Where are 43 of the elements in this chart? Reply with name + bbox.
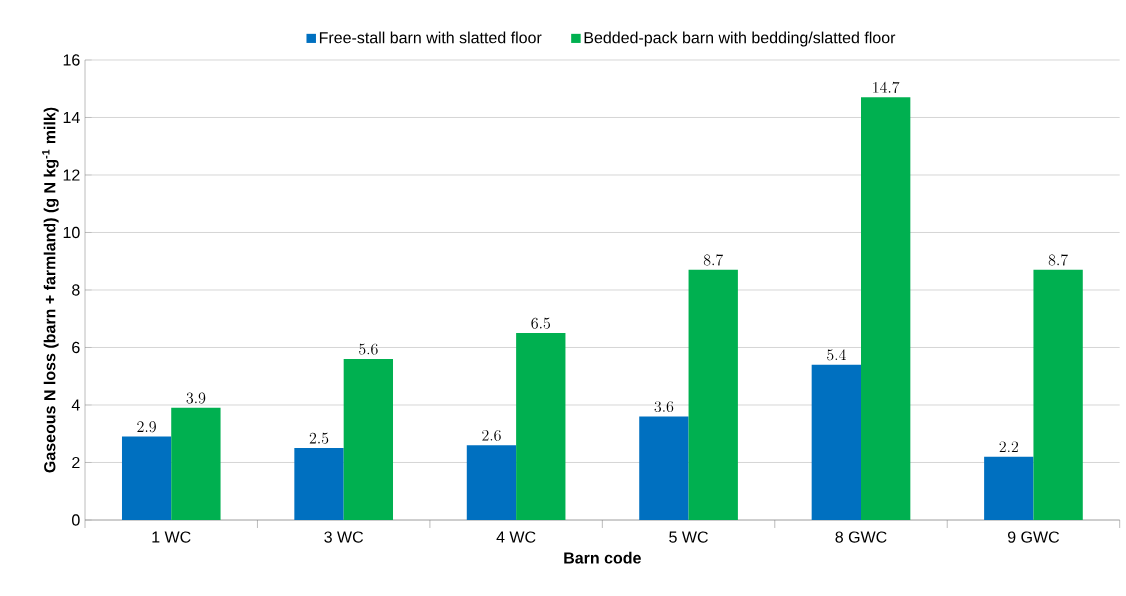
bar [861, 97, 911, 520]
data-label: 8.7 [1048, 254, 1068, 266]
bar [294, 448, 344, 520]
data-label: 5.4 [827, 349, 846, 361]
y-tick-label: 14 [63, 112, 80, 123]
legend-label: Free-stall barn with slatted floor [319, 31, 542, 44]
bar [639, 416, 689, 520]
bar [516, 333, 566, 520]
y-tick-label: 16 [63, 54, 80, 66]
x-tick-label: 9 GWC [1007, 531, 1060, 543]
data-label: 3.9 [186, 392, 206, 404]
bar [688, 269, 738, 520]
x-tick-label: 1 WC [152, 531, 191, 543]
y-tick-label: 2 [72, 456, 80, 469]
data-label: 2.6 [482, 429, 501, 441]
x-tick-label: 8 GWC [835, 531, 887, 543]
y-tick-label: 4 [71, 399, 80, 411]
y-tick-label: 8 [72, 284, 80, 296]
bar [1033, 269, 1083, 520]
bar [811, 364, 862, 520]
bar [466, 445, 517, 520]
y-tick-label: 0 [72, 514, 80, 526]
data-label: 3.6 [654, 401, 674, 413]
bar [121, 436, 172, 520]
data-label: 2.5 [309, 432, 329, 444]
data-label: 2.2 [999, 441, 1019, 453]
x-tick-label: 3 WC [324, 531, 364, 543]
data-label: 5.6 [359, 343, 378, 355]
x-axis-title: Barn code [564, 551, 641, 564]
x-tick-label: 4 WC [496, 531, 536, 543]
data-label: 14.7 [873, 81, 900, 93]
bar [984, 456, 1034, 520]
text: Gaseous N loss (barn + farmland) (g N kg$^{-1}$ milk) [42, 107, 59, 473]
x-tick-label: 5 WC [669, 531, 708, 543]
y-tick-label: 12 [63, 169, 80, 181]
data-label: 2.9 [137, 421, 156, 433]
y-tick-label: 10 [63, 226, 80, 239]
legend-label: Bedded-pack barn with bedding/slatted floor [584, 31, 896, 47]
bar [171, 407, 221, 520]
data-label: 8.7 [703, 254, 723, 266]
y-tick-label: 6 [72, 341, 80, 354]
data-label: 6.5 [531, 317, 551, 329]
bar [343, 359, 394, 520]
